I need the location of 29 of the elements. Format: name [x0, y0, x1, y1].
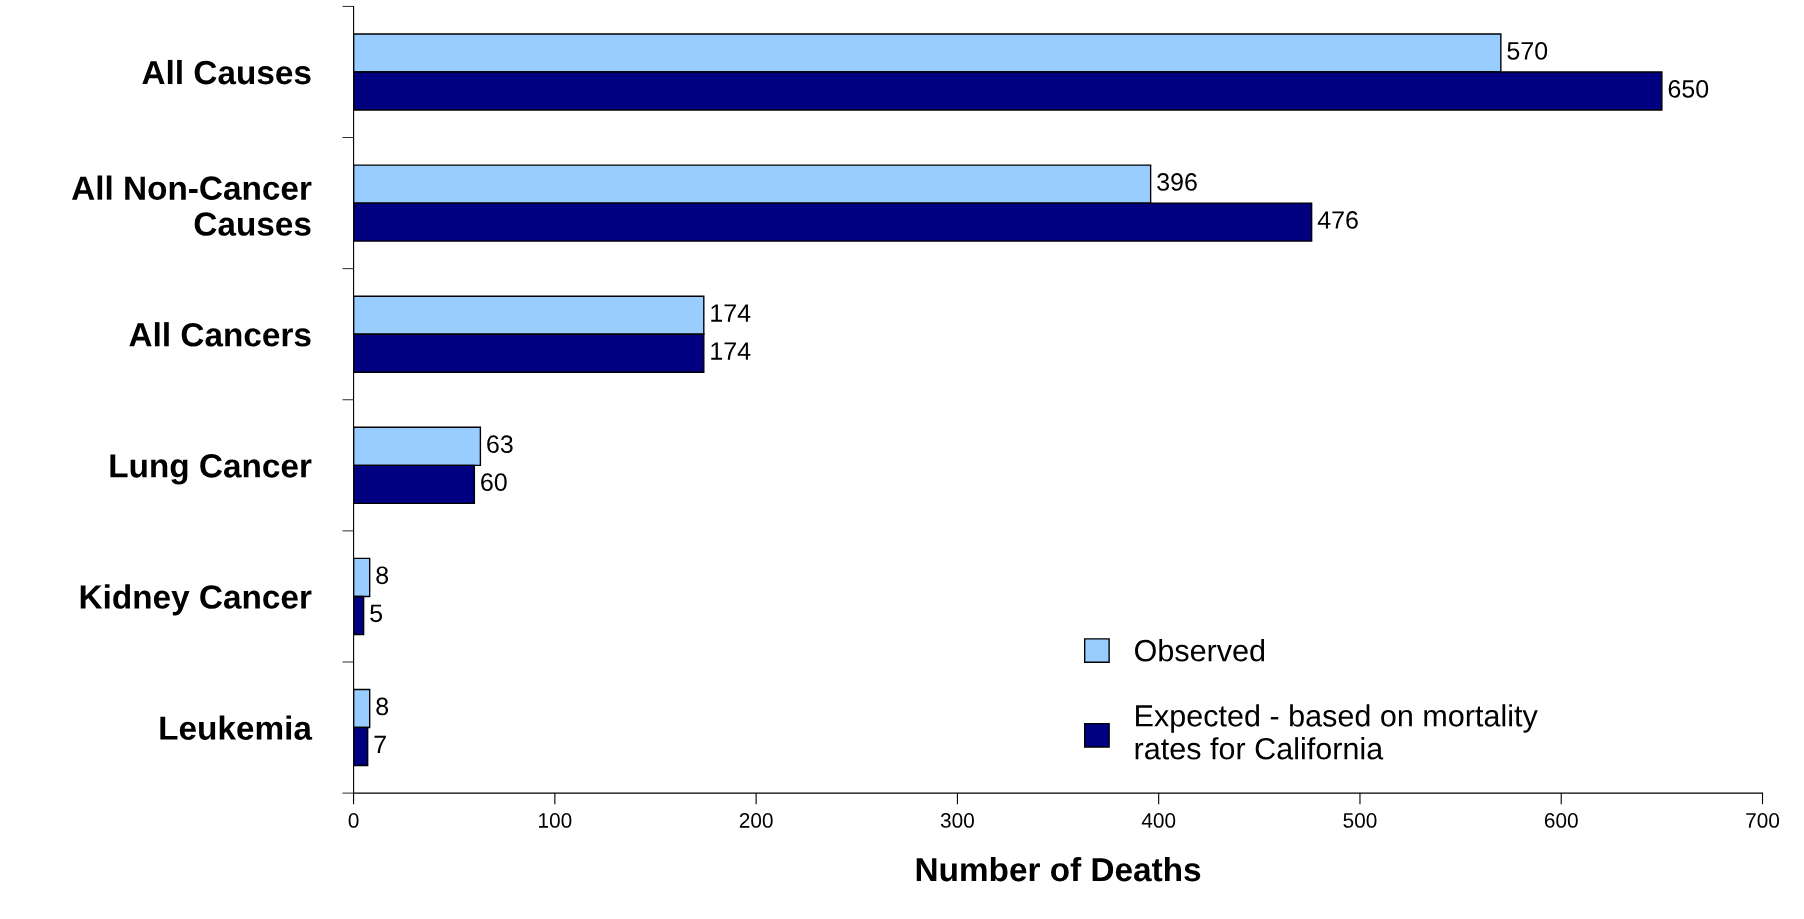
data-label: 174	[711, 304, 751, 322]
data-label: 396	[1157, 173, 1197, 191]
legend-label: Expected - based on mortality rates for California	[1135, 704, 1538, 760]
x-tick-label: 600	[1544, 813, 1578, 828]
y-tick-label: Kidney Cancer	[80, 584, 312, 616]
x-tick-label: 300	[940, 813, 974, 828]
data-label: 7	[374, 735, 386, 754]
x-tick-label: 500	[1343, 813, 1377, 828]
x-axis-title: Number of Deaths	[916, 856, 1201, 882]
y-tick-label: Lung Cancer	[110, 454, 312, 485]
x-tick-label: 700	[1746, 813, 1780, 828]
data-label: 570	[1507, 41, 1548, 60]
data-label: 650	[1668, 80, 1709, 98]
legend-label: Observed	[1135, 639, 1265, 662]
data-label: 63	[487, 435, 513, 454]
data-label: 8	[376, 697, 389, 716]
y-tick-label: All Causes	[142, 59, 311, 85]
data-label: 476	[1317, 211, 1358, 229]
x-tick-label: 200	[739, 813, 773, 828]
data-label: 60	[481, 473, 507, 492]
x-tick-label: 400	[1141, 813, 1176, 828]
x-tick-label: 0	[348, 813, 359, 828]
data-label: 5	[370, 604, 383, 623]
y-tick-label: Leukemia	[160, 715, 313, 740]
y-tick-label: All Non-Cancer Causes	[71, 175, 312, 236]
y-tick-label: All Cancers	[129, 322, 311, 347]
x-tick-label: 100	[539, 813, 572, 828]
data-label: 174	[711, 342, 751, 360]
data-label: 8	[376, 566, 389, 585]
